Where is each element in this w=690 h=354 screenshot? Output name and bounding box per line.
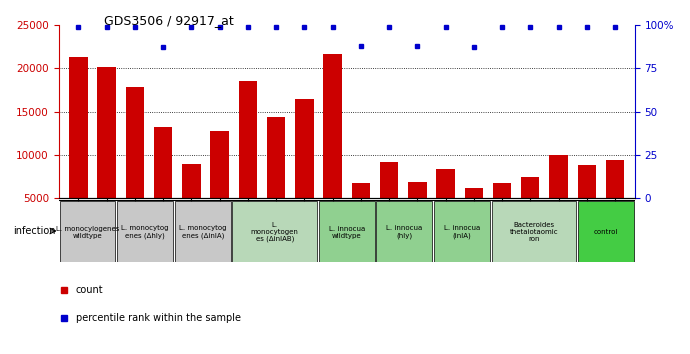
Text: Bacteroides
thetaiotaomic
ron: Bacteroides thetaiotaomic ron (510, 222, 558, 242)
Bar (493, 183, 511, 242)
Text: L. monocytog
enes (ΔinlA): L. monocytog enes (ΔinlA) (179, 225, 226, 239)
Bar (182, 164, 201, 242)
Text: L. monocylogenes
wildtype: L. monocylogenes wildtype (56, 226, 119, 239)
Bar (233, 201, 317, 262)
Text: infection: infection (12, 226, 55, 236)
Bar (380, 162, 398, 242)
Bar (521, 177, 540, 242)
Text: L. innocua
(inlA): L. innocua (inlA) (444, 225, 480, 239)
Text: percentile rank within the sample: percentile rank within the sample (76, 313, 241, 324)
Text: count: count (76, 285, 104, 296)
Bar (210, 131, 229, 242)
Bar (434, 201, 490, 262)
Bar (578, 165, 596, 242)
Text: GDS3506 / 92917_at: GDS3506 / 92917_at (104, 14, 233, 27)
Bar (295, 99, 313, 242)
Bar (436, 169, 455, 242)
Bar (239, 81, 257, 242)
Bar (126, 87, 144, 242)
Bar (175, 201, 230, 262)
Bar (267, 117, 285, 242)
Text: L.
monocytogen
es (ΔinlAB): L. monocytogen es (ΔinlAB) (250, 222, 299, 242)
Bar (549, 155, 568, 242)
Text: L. monocytog
enes (Δhly): L. monocytog enes (Δhly) (121, 225, 169, 239)
Text: L. innocua
(hly): L. innocua (hly) (386, 225, 422, 239)
Bar (377, 201, 432, 262)
Bar (154, 127, 172, 242)
Bar (97, 67, 116, 242)
Text: L. innocua
wildtype: L. innocua wildtype (328, 226, 365, 239)
Bar (117, 201, 173, 262)
Bar (408, 182, 426, 242)
Bar (606, 160, 624, 242)
Bar (69, 57, 88, 242)
Bar (319, 201, 375, 262)
Bar (492, 201, 576, 262)
Bar (59, 201, 115, 262)
Text: control: control (594, 229, 618, 235)
Bar (352, 183, 370, 242)
Bar (324, 54, 342, 242)
Bar (578, 201, 634, 262)
Bar (464, 188, 483, 242)
